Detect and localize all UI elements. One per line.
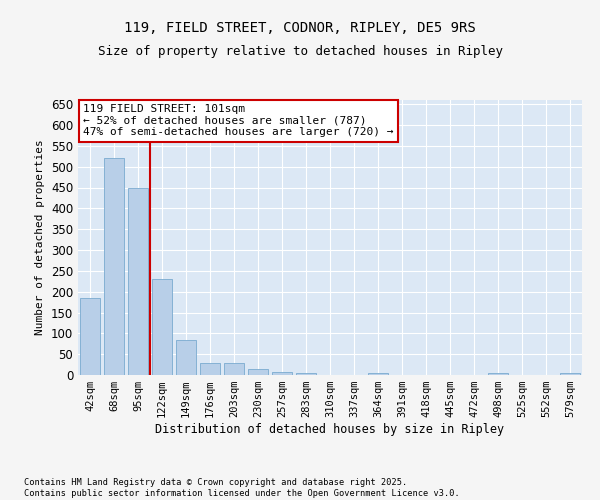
Bar <box>560 373 580 375</box>
Bar <box>80 298 100 375</box>
Y-axis label: Number of detached properties: Number of detached properties <box>35 140 46 336</box>
Bar <box>488 373 508 375</box>
Text: Contains HM Land Registry data © Crown copyright and database right 2025.
Contai: Contains HM Land Registry data © Crown c… <box>24 478 460 498</box>
Bar <box>176 340 196 375</box>
Text: 119 FIELD STREET: 101sqm
← 52% of detached houses are smaller (787)
47% of semi-: 119 FIELD STREET: 101sqm ← 52% of detach… <box>83 104 394 138</box>
Text: 119, FIELD STREET, CODNOR, RIPLEY, DE5 9RS: 119, FIELD STREET, CODNOR, RIPLEY, DE5 9… <box>124 21 476 35</box>
Bar <box>224 364 244 375</box>
Bar <box>152 279 172 375</box>
Bar <box>248 369 268 375</box>
Bar <box>104 158 124 375</box>
Bar <box>200 364 220 375</box>
Bar <box>296 373 316 375</box>
Bar <box>128 188 148 375</box>
Bar <box>368 373 388 375</box>
Text: Size of property relative to detached houses in Ripley: Size of property relative to detached ho… <box>97 44 503 58</box>
X-axis label: Distribution of detached houses by size in Ripley: Distribution of detached houses by size … <box>155 423 505 436</box>
Bar <box>272 372 292 375</box>
